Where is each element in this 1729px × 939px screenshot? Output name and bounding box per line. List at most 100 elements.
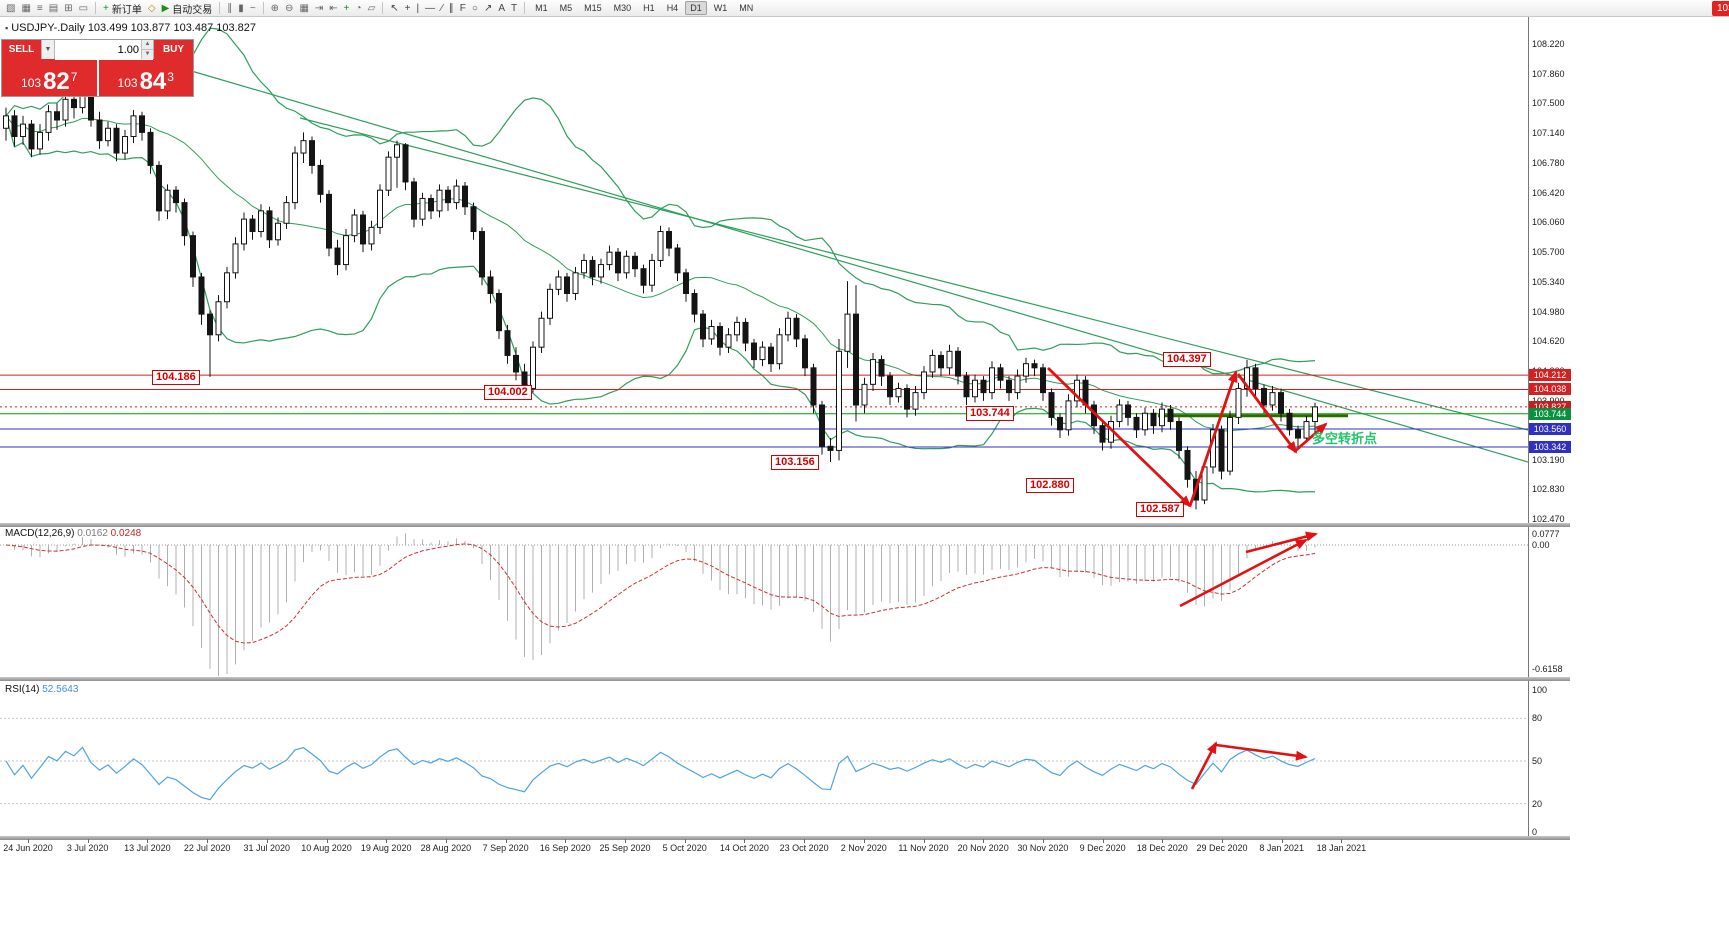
toolbar-separator [262,2,264,14]
date-label: 9 Dec 2020 [1079,843,1126,853]
auto-scroll-button[interactable]: ⇥ [313,1,325,16]
timeframe-m30[interactable]: M30 [613,3,632,13]
channel-button[interactable]: ∥ [447,1,456,16]
new-chart-button[interactable]: ▧ [4,1,17,16]
zoom-out-icon: ⊖ [285,2,294,14]
rsi-axis-label: 100 [1532,685,1548,695]
rsi-panel-canvas[interactable] [0,681,1528,836]
chart-candles-button[interactable]: ▮ [236,1,246,16]
templates-icon: ▱ [367,2,376,14]
sell-button[interactable]: SELL [2,40,41,59]
timeframe-d1[interactable]: D1 [685,1,707,15]
price-chart-canvas[interactable] [0,17,1528,523]
price-tag: 103.560 [1529,422,1571,435]
macd-axis-label: 0.0777 [1532,529,1560,539]
navigator-button[interactable]: ⊞ [62,1,74,16]
lot-input[interactable] [55,40,153,60]
zoom-in-button[interactable]: ⊕ [269,1,281,16]
price-axis-label: 102.830 [1532,484,1565,495]
crosshair-button[interactable]: + [403,1,413,16]
timeframe-m1[interactable]: M1 [535,3,548,13]
terminal-button[interactable]: ▭ [77,1,90,16]
price-axis-label: 108.220 [1532,39,1565,49]
templates-button[interactable]: ▱ [366,1,378,16]
bid-prefix: 103 [21,76,42,90]
timeframe-h1[interactable]: H1 [643,3,655,13]
lot-spinner[interactable]: ▲ ▼ [141,40,153,59]
new-order-button[interactable]: + 新订单 [101,1,144,16]
trade-controls-row: SELL ▼ ▲▼ BUY [2,40,193,60]
trend-arrows[interactable] [1047,366,1328,508]
zoom-out-button[interactable]: ⊖ [283,1,295,16]
rsi-arrows[interactable] [1190,741,1308,790]
timeframe-mn[interactable]: MN [739,3,754,13]
panel-divider[interactable] [0,523,1570,527]
panel-divider[interactable] [0,836,1570,840]
date-label: 7 Sep 2020 [482,843,529,853]
timeframe-m5[interactable]: M5 [559,3,573,13]
panel-divider[interactable] [0,677,1570,681]
crosshair-icon: + [404,2,411,14]
data-window-button[interactable]: ▤ [47,1,60,16]
fibonacci-button[interactable]: F [458,1,468,16]
rsi-label: RSI(14) 52.5643 [5,684,78,695]
trendlines[interactable] [187,69,1528,463]
macd-arrows[interactable] [1179,531,1318,608]
shapes-icon: ○ [471,2,478,14]
macd-signal-line [5,543,1316,644]
shapes-button[interactable]: ○ [470,1,480,16]
chart-shift-button[interactable]: ⇤ [327,1,339,16]
horizontal-levels[interactable] [0,374,1528,448]
vertical-line-button[interactable]: | [415,1,422,16]
toolbar-separator [95,2,97,14]
trendline-button[interactable]: ∕ [439,1,445,16]
autotrading-button[interactable]: ▶ 自动交易 [160,1,215,16]
indicators-button[interactable]: + [342,1,352,16]
turning-point-note[interactable]: 多空转折点 [1312,431,1378,446]
chart-ohlc-header: ▪ USDJPY-.Daily 103.499 103.877 103.487 1… [5,22,256,34]
tile-windows-icon: ▦ [299,2,309,14]
main-toolbar: ▧ ▦ ≡ ▤ ⊞ ▭ + 新订单 ◇ ▶ 自动交易 ∥ ▮ ~ ⊕ ⊖ ▦ ⇥ ⇤ + ◔ ▱ ↖ + | ― ∕ ∥ F ○ ↗ A T M1… [0,0,1729,17]
text-label-button[interactable]: T [509,1,519,16]
lot-down-icon[interactable]: ▼ [141,49,153,59]
date-label: 24 Jun 2020 [3,843,53,853]
ask-price-panel[interactable]: 103 84 3 [96,59,194,96]
metaeditor-button[interactable]: ◇ [146,1,158,16]
date-label: 30 Nov 2020 [1017,843,1069,853]
lot-field: ▲▼ [55,40,154,60]
price-tag: 103.342 [1529,440,1571,453]
autotrading-icon: ▶ [161,2,170,14]
navigator-icon: ⊞ [64,2,73,14]
price-tag: 104.212 [1529,369,1571,382]
channel-icon: ∥ [448,2,454,14]
text-label-icon: T [511,2,518,14]
text-button[interactable]: A [496,1,507,16]
horizontal-line-button[interactable]: ― [423,1,437,16]
buy-button[interactable]: BUY [154,40,193,59]
rsi-axis-label: 20 [1532,798,1543,809]
lot-up-icon[interactable]: ▲ [141,40,153,49]
date-label: 2 Nov 2020 [840,843,887,853]
timeframe-m15[interactable]: M15 [584,3,602,13]
ask-big: 84 [139,68,167,95]
periods-button[interactable]: ◔ [354,1,364,16]
profiles-button[interactable]: ▦ [19,1,32,16]
macd-axis-label: -0.6158 [1532,664,1563,674]
macd-name: MACD(12,26,9) [5,528,75,539]
chart-line-button[interactable]: ~ [248,1,258,16]
tile-windows-button[interactable]: ▦ [297,1,310,16]
chart-bars-button[interactable]: ∥ [225,1,234,16]
date-label: 8 Jan 2021 [1259,843,1304,853]
cursor-button[interactable]: ↖ [388,1,400,16]
macd-panel-canvas[interactable] [0,523,1528,681]
alert-badge[interactable]: 103.8 [1712,1,1729,16]
date-label: 25 Sep 2020 [599,843,651,853]
timeframe-h4[interactable]: H4 [666,3,679,13]
lot-dropdown[interactable]: ▼ [41,40,55,59]
arrows-button[interactable]: ↗ [482,1,494,16]
timeframe-w1[interactable]: W1 [713,3,728,13]
bid-price-panel[interactable]: 103 82 7 [2,59,97,96]
market-watch-button[interactable]: ≡ [35,1,45,16]
